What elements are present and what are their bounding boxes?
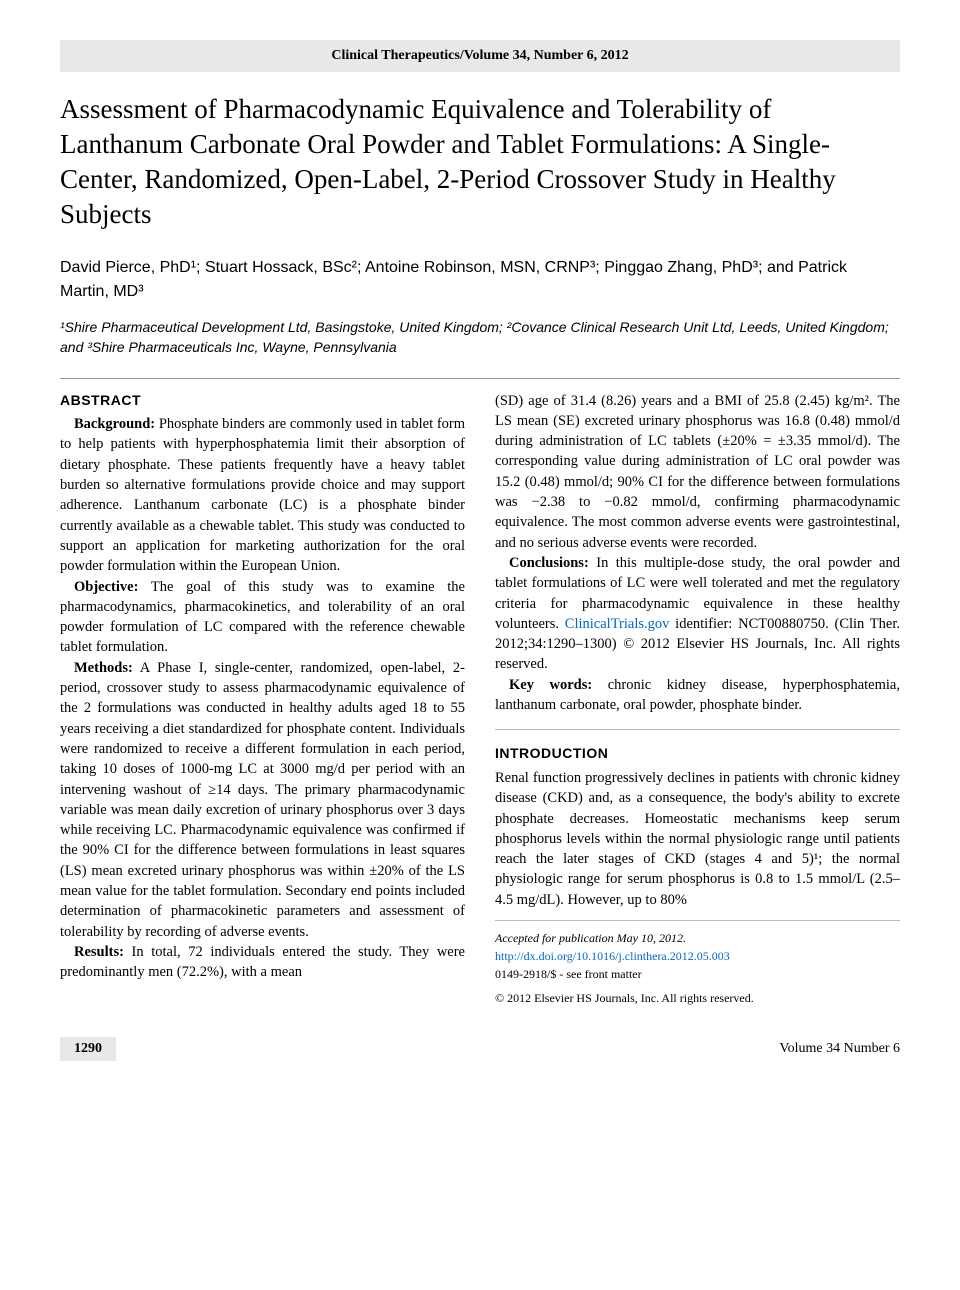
- abstract-results-right: (SD) age of 31.4 (8.26) years and a BMI …: [495, 391, 900, 553]
- clinicaltrials-link[interactable]: ClinicalTrials.gov: [565, 616, 670, 632]
- methods-label: Methods:: [74, 660, 133, 676]
- page-footer: 1290 Volume 34 Number 6: [60, 1037, 900, 1061]
- volume-info: Volume 34 Number 6: [779, 1037, 900, 1061]
- page-number: 1290: [60, 1037, 116, 1061]
- journal-line: Clinical Therapeutics/Volume 34, Number …: [331, 48, 628, 63]
- abstract-keywords: Key words: chronic kidney disease, hyper…: [495, 675, 900, 716]
- section-divider: [495, 729, 900, 730]
- abstract-background: Background: Phosphate binders are common…: [60, 414, 465, 576]
- abstract-results-left: Results: In total, 72 individuals entere…: [60, 942, 465, 983]
- conclusions-label: Conclusions:: [509, 555, 589, 571]
- left-column: ABSTRACT Background: Phosphate binders a…: [60, 391, 465, 1007]
- introduction-text: Renal function progressively declines in…: [495, 768, 900, 910]
- issn-line: 0149-2918/$ - see front matter: [495, 965, 900, 983]
- background-label: Background:: [74, 416, 155, 432]
- objective-label: Objective:: [74, 579, 138, 595]
- affiliations: ¹Shire Pharmaceutical Development Ltd, B…: [60, 318, 900, 357]
- copyright-line: © 2012 Elsevier HS Journals, Inc. All ri…: [495, 989, 900, 1007]
- abstract-conclusions: Conclusions: In this multiple-dose study…: [495, 553, 900, 675]
- abstract-objective: Objective: The goal of this study was to…: [60, 577, 465, 658]
- keywords-label: Key words:: [509, 677, 592, 693]
- right-column: (SD) age of 31.4 (8.26) years and a BMI …: [495, 391, 900, 1007]
- doi-link[interactable]: http://dx.doi.org/10.1016/j.clinthera.20…: [495, 949, 730, 963]
- accepted-date: Accepted for publication May 10, 2012.: [495, 929, 900, 947]
- abstract-methods: Methods: A Phase I, single-center, rando…: [60, 658, 465, 942]
- publication-info: Accepted for publication May 10, 2012. h…: [495, 920, 900, 1007]
- authors-list: David Pierce, PhD¹; Stuart Hossack, BSc²…: [60, 256, 900, 304]
- background-text: Phosphate binders are commonly used in t…: [60, 416, 465, 574]
- journal-header-bar: Clinical Therapeutics/Volume 34, Number …: [60, 40, 900, 72]
- introduction-heading: INTRODUCTION: [495, 744, 900, 764]
- methods-text: A Phase I, single-center, randomized, op…: [60, 660, 465, 940]
- two-column-content: ABSTRACT Background: Phosphate binders a…: [60, 378, 900, 1007]
- abstract-heading: ABSTRACT: [60, 391, 465, 411]
- results-label: Results:: [74, 944, 124, 960]
- article-title: Assessment of Pharmacodynamic Equivalenc…: [60, 92, 900, 232]
